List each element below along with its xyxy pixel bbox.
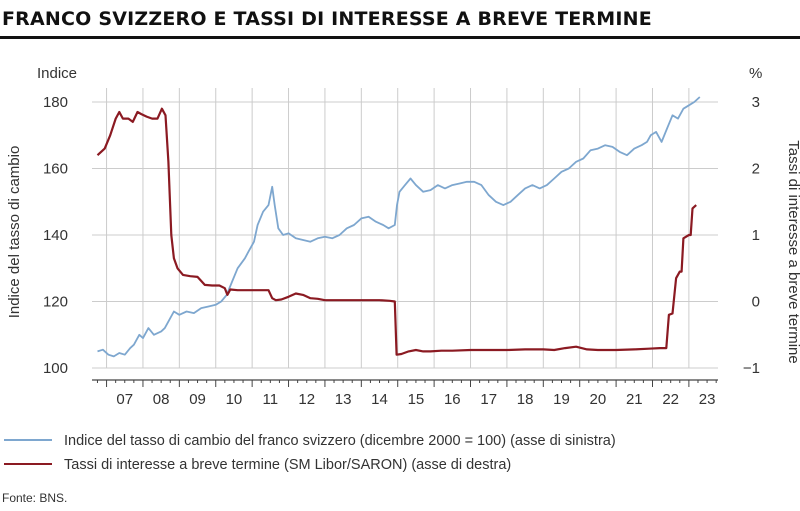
legend-label-chf: Indice del tasso di cambio del franco sv… xyxy=(64,433,616,449)
x-tick-label: 20 xyxy=(590,391,607,408)
right-axis-unit: % xyxy=(749,65,762,82)
x-tick-label: 18 xyxy=(517,391,534,408)
legend: Indice del tasso di cambio del franco sv… xyxy=(4,433,616,473)
left-axis-title: Indice del tasso di cambio xyxy=(6,146,23,319)
left-axis-unit: Indice xyxy=(37,65,77,82)
grid xyxy=(92,88,718,369)
legend-label-rate: Tassi di interesse a breve termine (SM L… xyxy=(64,457,511,473)
right-axis-title: Tassi di interesse a breve termine xyxy=(785,140,800,363)
right-tick-label: 3 xyxy=(752,94,760,111)
series-line-short-rate xyxy=(96,107,697,356)
x-tick-label: 11 xyxy=(263,391,279,408)
title-rule xyxy=(0,36,800,39)
x-tick-label: 08 xyxy=(153,391,170,408)
x-tick-label: 23 xyxy=(699,391,716,408)
x-tick-label: 17 xyxy=(480,391,497,408)
x-tick-label: 14 xyxy=(371,391,388,408)
x-tick-label: 22 xyxy=(662,391,679,408)
left-tick-label: 100 xyxy=(43,360,68,377)
x-tick-label: 09 xyxy=(189,391,206,408)
right-tick-label: 1 xyxy=(752,227,760,244)
left-tick-label: 160 xyxy=(43,161,68,178)
x-tick-label: 19 xyxy=(553,391,570,408)
x-tick-label: 16 xyxy=(444,391,461,408)
left-tick-label: 140 xyxy=(43,227,68,244)
left-tick-label: 120 xyxy=(43,294,68,311)
right-tick-label: 2 xyxy=(752,161,760,178)
x-tick-label: 10 xyxy=(226,391,243,408)
series-group xyxy=(96,96,701,358)
left-tick-label: 180 xyxy=(43,94,68,111)
x-tick-label: 21 xyxy=(626,391,643,408)
x-tick-label: 13 xyxy=(335,391,352,408)
x-tick-label: 15 xyxy=(408,391,425,408)
x-tick-label: 12 xyxy=(298,391,315,408)
series-line-chf-index xyxy=(97,96,701,358)
right-tick-label: −1 xyxy=(743,360,760,377)
chart-title: FRANCO SVIZZERO E TASSI DI INTERESSE A B… xyxy=(2,8,652,30)
right-tick-label: 0 xyxy=(752,294,760,311)
source-note: Fonte: BNS. xyxy=(2,491,68,505)
x-tick-label: 07 xyxy=(116,391,133,408)
